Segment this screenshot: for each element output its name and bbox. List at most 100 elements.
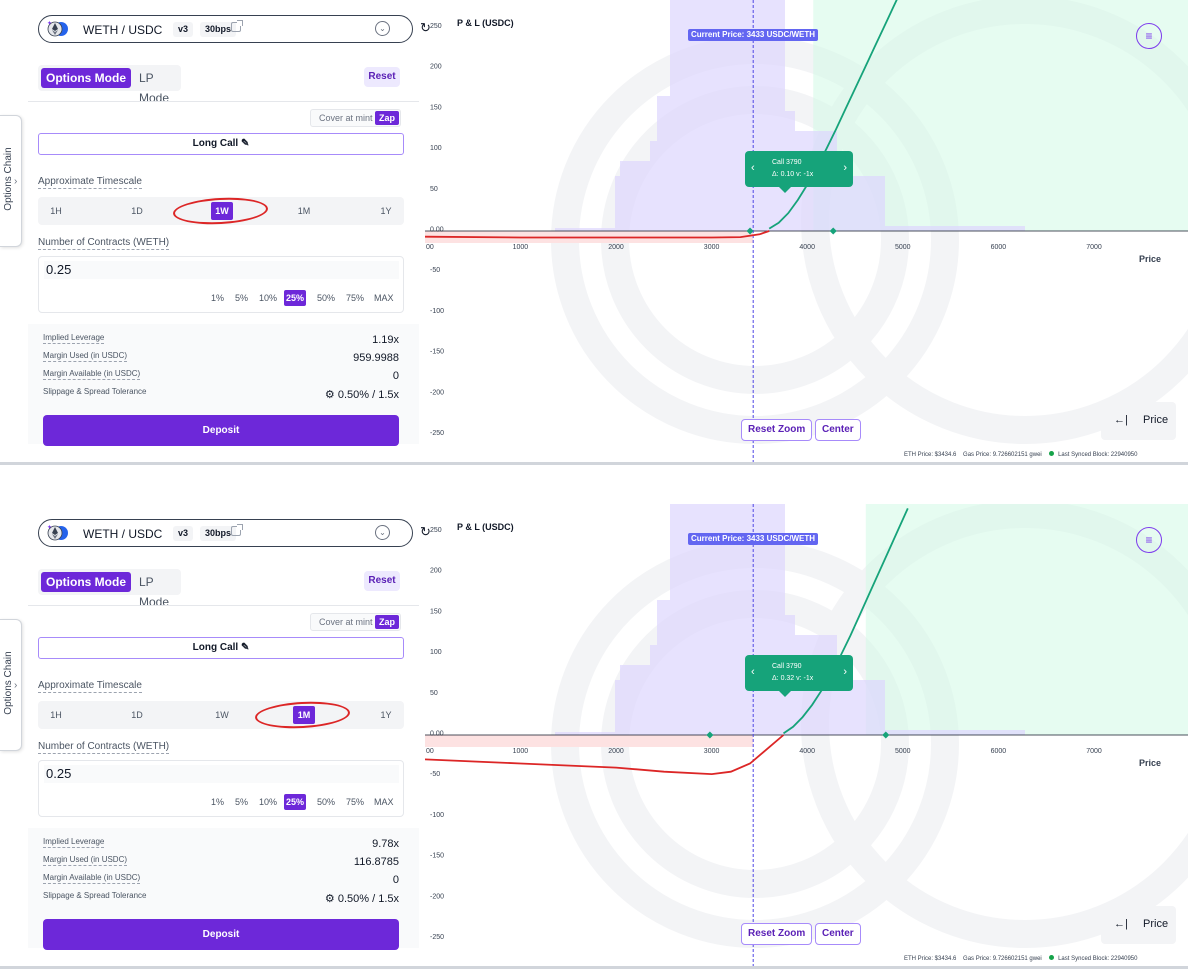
percent-1[interactable]: 1% bbox=[211, 797, 225, 807]
pnl-chart[interactable]: 250 200 150 100 50 0.00 -50 -100 -150 -200 -250 00 1… bbox=[425, 504, 1188, 967]
breakeven-marker[interactable] bbox=[882, 731, 890, 739]
options-mode-tab[interactable]: Options Mode bbox=[41, 572, 131, 592]
cover-at-mint-toggle[interactable]: Cover at mint Zap bbox=[310, 613, 401, 631]
percent-5[interactable]: 5% bbox=[235, 293, 249, 303]
strategy-selector[interactable]: Long Call ✎ bbox=[38, 637, 404, 659]
reset-button[interactable]: Reset bbox=[364, 571, 400, 591]
call-tooltip[interactable]: ‹ Call 3790 Δ: 0.10 v: -1x › bbox=[745, 151, 853, 193]
strategy-selector[interactable]: Long Call ✎ bbox=[38, 133, 404, 155]
percent-25[interactable]: 25% bbox=[284, 290, 307, 306]
contracts-input[interactable]: 0.25 bbox=[44, 765, 399, 783]
timescale-1w[interactable]: 1W bbox=[211, 202, 233, 220]
breakeven-marker[interactable] bbox=[706, 731, 714, 739]
margin-available-value: 0 bbox=[392, 370, 399, 382]
percent-5[interactable]: 5% bbox=[235, 797, 249, 807]
chevron-left-icon[interactable]: ‹ bbox=[751, 666, 755, 678]
lp-mode-tab[interactable]: LP Mode bbox=[139, 575, 170, 609]
chevron-left-icon[interactable]: ‹ bbox=[751, 162, 755, 174]
cover-at-mint-toggle[interactable]: Cover at mint Zap bbox=[310, 109, 401, 127]
deposit-button[interactable]: Deposit bbox=[43, 415, 399, 446]
percent-75[interactable]: 75% bbox=[346, 293, 365, 303]
profit-zone bbox=[865, 504, 1188, 735]
leverage-value: 9.78x bbox=[372, 838, 399, 850]
y-tick-label: 0.00 bbox=[430, 227, 444, 234]
menu-icon[interactable]: ≡ bbox=[1136, 527, 1162, 553]
y-tick-label: 50 bbox=[430, 186, 438, 193]
options-chain-tab[interactable]: Options Chain › bbox=[0, 115, 22, 247]
timescale-1m[interactable]: 1M bbox=[293, 706, 315, 724]
pnl-chart-svg[interactable]: 250 200 150 100 50 0.00 -50 -100 -150 -200 -250 00 1… bbox=[425, 0, 1188, 463]
liquidity-bar bbox=[620, 161, 650, 231]
percent-25[interactable]: 25% bbox=[284, 794, 307, 810]
timescale-1w[interactable]: 1W bbox=[215, 710, 229, 720]
deposit-button[interactable]: Deposit bbox=[43, 919, 399, 950]
external-link-icon[interactable] bbox=[231, 524, 243, 536]
reset-zoom-button[interactable]: Reset Zoom bbox=[741, 923, 813, 945]
price-toggle-label: Price bbox=[1143, 918, 1169, 930]
chevron-down-icon[interactable]: ⌄ bbox=[375, 21, 390, 36]
external-link-icon[interactable] bbox=[231, 20, 243, 32]
refresh-icon[interactable]: ↻ bbox=[420, 20, 431, 35]
y-tick-label: -200 bbox=[430, 893, 444, 900]
percent-10[interactable]: 10% bbox=[259, 797, 278, 807]
options-chain-tab[interactable]: Options Chain › bbox=[0, 619, 22, 751]
pair-selector[interactable]: ✦ WETH / USDC v3 30bps ⌄ bbox=[38, 519, 413, 547]
timescale-1y[interactable]: 1Y bbox=[380, 710, 392, 720]
chevron-right-icon[interactable]: › bbox=[843, 162, 847, 174]
percent-max[interactable]: MAX bbox=[374, 293, 394, 303]
last-block: Last Synced Block: 22940950 bbox=[1058, 956, 1138, 962]
pnl-chart[interactable]: 250 200 150 100 50 0.00 -50 -100 -150 -200 -250 00 1… bbox=[425, 0, 1188, 463]
percent-10[interactable]: 10% bbox=[259, 293, 278, 303]
options-mode-tab[interactable]: Options Mode bbox=[41, 68, 131, 88]
timescale-1d[interactable]: 1D bbox=[131, 206, 143, 216]
y-tick-label: 100 bbox=[430, 145, 442, 152]
pnl-chart-svg[interactable]: 250 200 150 100 50 0.00 -50 -100 -150 -200 -250 00 1… bbox=[425, 504, 1188, 967]
slippage-value[interactable]: ⚙ 0.50% / 1.5x bbox=[324, 893, 399, 905]
chevron-right-icon: › bbox=[14, 176, 18, 187]
timescale-1h[interactable]: 1H bbox=[50, 710, 62, 720]
zap-button[interactable]: Zap bbox=[374, 111, 399, 125]
timescale-1d[interactable]: 1D bbox=[131, 710, 143, 720]
pnl-series-line bbox=[425, 734, 785, 776]
svg-text:✦: ✦ bbox=[47, 20, 52, 27]
percent-75[interactable]: 75% bbox=[346, 797, 365, 807]
chevron-down-icon[interactable]: ⌄ bbox=[375, 525, 390, 540]
timescale-1y[interactable]: 1Y bbox=[380, 206, 392, 216]
liquidity-bar bbox=[650, 141, 657, 231]
liquidity-bar bbox=[615, 680, 620, 735]
slippage-value[interactable]: ⚙ 0.50% / 1.5x bbox=[324, 389, 399, 401]
y-tick-label: 100 bbox=[430, 649, 442, 656]
y-tick-label: 0.00 bbox=[430, 731, 444, 738]
percent-max[interactable]: MAX bbox=[374, 797, 394, 807]
margin-used-value: 116.8785 bbox=[353, 856, 399, 868]
mode-switch: Options Mode LP Mode bbox=[38, 65, 181, 105]
pair-selector[interactable]: ✦ WETH / USDC v3 30bps ⌄ bbox=[38, 15, 413, 43]
timescale-selector: 1H 1D 1W 1M 1Y bbox=[38, 197, 404, 225]
liquidity-bar bbox=[885, 226, 1025, 231]
timescale-1m[interactable]: 1M bbox=[297, 206, 311, 216]
mode-switch: Options Mode LP Mode bbox=[38, 569, 181, 609]
menu-icon[interactable]: ≡ bbox=[1136, 23, 1162, 49]
price-axis-toggle[interactable]: ←| Price bbox=[1101, 402, 1176, 440]
percent-50[interactable]: 50% bbox=[317, 797, 336, 807]
center-button[interactable]: Center bbox=[815, 923, 861, 945]
percent-50[interactable]: 50% bbox=[317, 293, 336, 303]
center-button[interactable]: Center bbox=[815, 419, 861, 441]
contracts-input[interactable]: 0.25 bbox=[44, 261, 399, 279]
percent-1[interactable]: 1% bbox=[211, 293, 225, 303]
x-tick-label: 4000 bbox=[799, 748, 815, 755]
chevron-right-icon[interactable]: › bbox=[843, 666, 847, 678]
call-tooltip[interactable]: ‹ Call 3790 Δ: 0.32 v: -1x › bbox=[745, 655, 853, 697]
zap-button[interactable]: Zap bbox=[374, 615, 399, 629]
x-tick-label: 4000 bbox=[799, 244, 815, 251]
y-tick-label: 200 bbox=[430, 568, 442, 575]
liquidity-bar bbox=[657, 96, 670, 231]
price-axis-toggle[interactable]: ←| Price bbox=[1101, 906, 1176, 944]
fee-badge: 30bps bbox=[200, 526, 237, 541]
reset-zoom-button[interactable]: Reset Zoom bbox=[741, 419, 813, 441]
reset-button[interactable]: Reset bbox=[364, 67, 400, 87]
lp-mode-tab[interactable]: LP Mode bbox=[139, 71, 170, 105]
slippage-label: Slippage & Spread Tolerance bbox=[43, 387, 147, 396]
refresh-icon[interactable]: ↻ bbox=[420, 524, 431, 539]
timescale-1h[interactable]: 1H bbox=[50, 206, 62, 216]
